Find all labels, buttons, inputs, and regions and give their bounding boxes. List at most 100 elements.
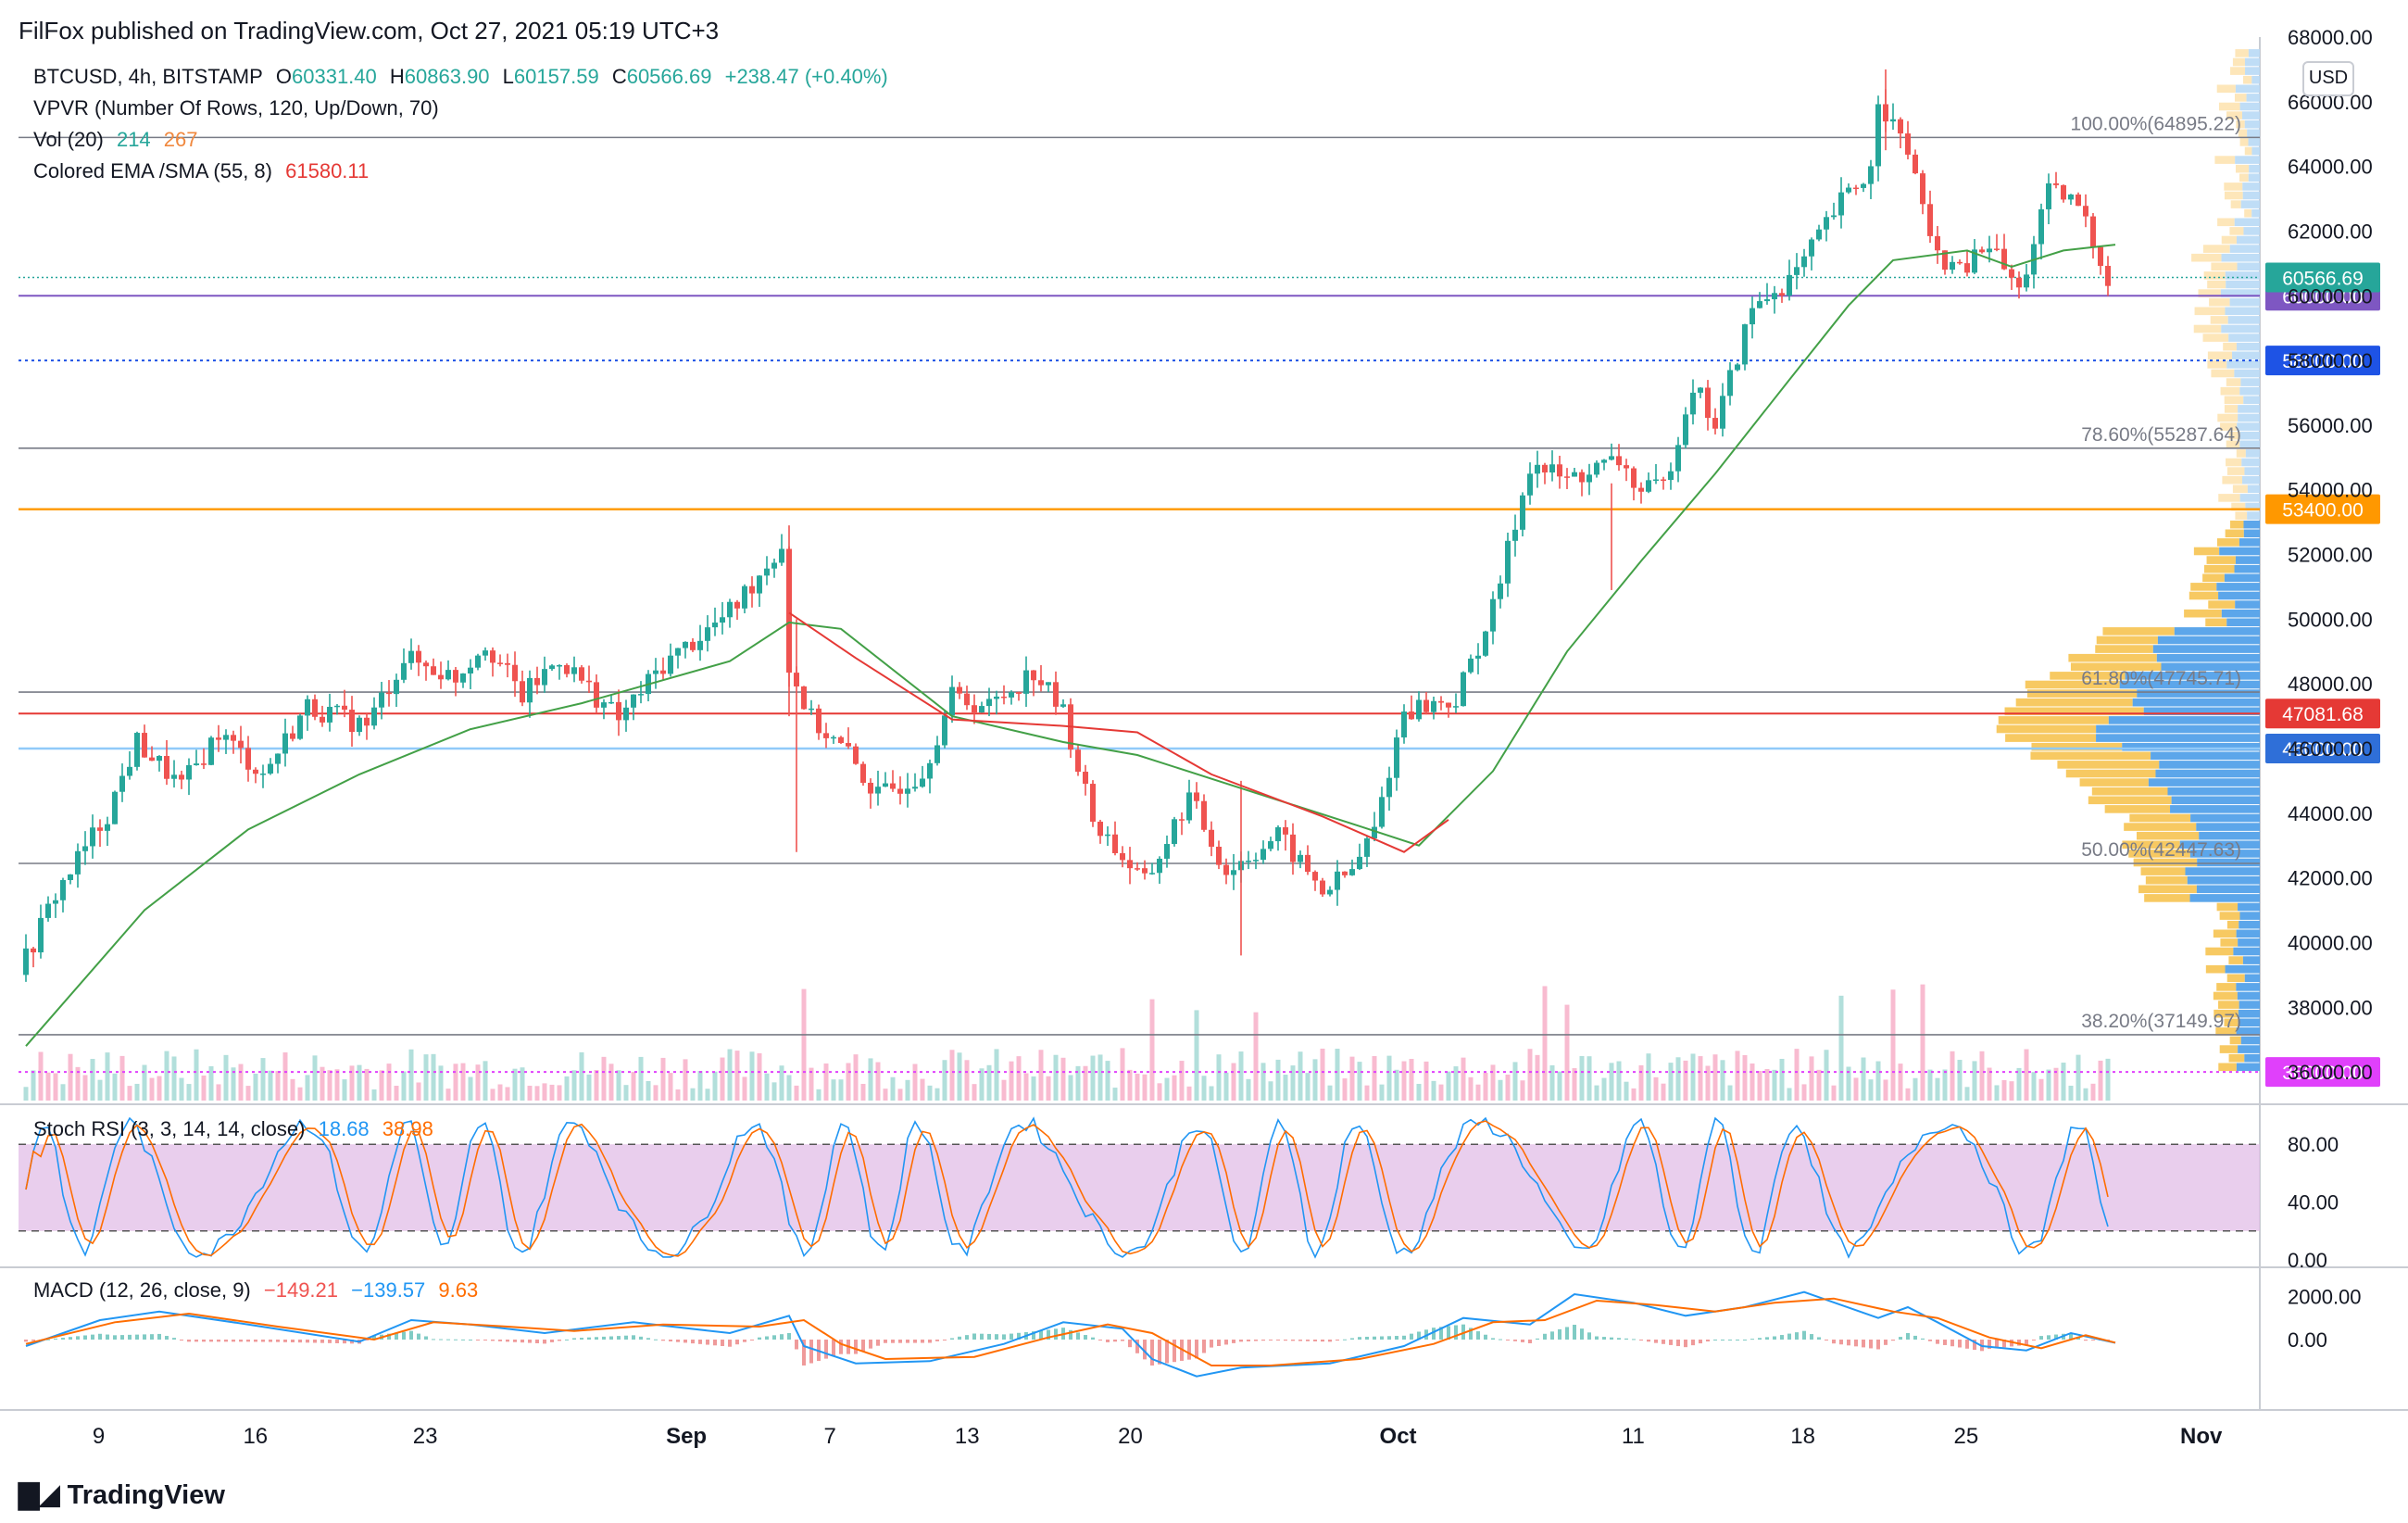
currency-button[interactable]: USD (2302, 61, 2354, 96)
volume-bar (1624, 1081, 1629, 1101)
macd-histogram-bar (150, 1334, 154, 1340)
ema-legend[interactable]: Colored EMA /SMA (55, 8) 61580.11 (33, 159, 376, 183)
volume-bar (1216, 1054, 1222, 1101)
candle-body (171, 774, 177, 779)
vpvr-up-bar (2239, 1001, 2260, 1009)
vpvr-down-bar (2189, 591, 2219, 600)
macd-histogram-bar (232, 1340, 235, 1342)
volume-legend[interactable]: Vol (20) 214 267 (33, 128, 206, 152)
candle-body (1046, 682, 1051, 686)
macd-histogram-bar (780, 1334, 784, 1340)
candle-body (1386, 777, 1392, 798)
vpvr-down-bar (2213, 991, 2238, 1001)
candle-body (312, 699, 318, 717)
vpvr-up-bar (2152, 645, 2260, 653)
time-tick-label: 13 (955, 1424, 980, 1449)
ema-label: Colored EMA /SMA (55, 8) (33, 159, 272, 183)
vpvr-up-bar (2190, 813, 2260, 823)
candle-body (1260, 849, 1266, 861)
price-tick-label: 68000.00 (2288, 26, 2373, 49)
vpvr-up-bar (2238, 413, 2260, 422)
volume-bar (157, 1076, 162, 1101)
vpvr-legend[interactable]: VPVR (Number Of Rows, 120, Up/Down, 70) (33, 96, 446, 120)
candle-body (1868, 166, 1874, 184)
candle-body (1794, 267, 1800, 275)
candle-body (31, 948, 36, 953)
vpvr-down-bar (2194, 307, 2226, 316)
candle-body (520, 681, 525, 703)
vpvr-down-bar (2236, 449, 2246, 458)
volume-bar (742, 1076, 747, 1101)
vpvr-up-bar (2236, 235, 2260, 245)
published-header: FilFox published on TradingView.com, Oct… (19, 17, 720, 44)
candle-body (357, 717, 362, 733)
vpvr-down-bar (2211, 369, 2235, 378)
volume-bar (1342, 1078, 1348, 1101)
vpvr-down-bar (2207, 351, 2233, 360)
volume-bar (1312, 1059, 1318, 1101)
macd-histogram-bar (1995, 1340, 1999, 1349)
macd-legend[interactable]: MACD (12, 26, close, 9) −149.21 −139.57 … (33, 1278, 485, 1303)
volume-bar (1416, 1083, 1422, 1101)
macd-histogram-bar (1595, 1336, 1599, 1340)
volume-bar (1386, 1055, 1392, 1101)
vpvr-up-bar (2096, 734, 2260, 742)
volume-bar (1631, 1088, 1637, 1101)
macd-histogram-bar (61, 1338, 65, 1340)
symbol-legend[interactable]: BTCUSD, 4h, BITSTAMP O60331.40 H60863.90… (33, 65, 896, 89)
vpvr-down-bar (2230, 67, 2246, 75)
stoch-tick-label: 80.00 (2288, 1133, 2339, 1156)
candle-body (1372, 826, 1377, 838)
macd-histogram-bar (624, 1335, 628, 1340)
volume-bar (1179, 1061, 1185, 1101)
volume-bar (1557, 1071, 1562, 1101)
volume-bar (1735, 1051, 1740, 1101)
candle-body (868, 782, 873, 794)
ohlc-close: C60566.69 (611, 65, 712, 88)
volume-bar (1194, 1010, 1199, 1101)
vpvr-up-bar (2240, 378, 2260, 386)
vpvr-up-bar (2156, 653, 2260, 662)
volume-bar (1883, 1079, 1888, 1101)
volume-bar (68, 1053, 73, 1101)
volume-bar (1446, 1071, 1451, 1101)
candle-body (364, 717, 370, 726)
vpvr-down-bar (2216, 538, 2239, 547)
macd-histogram-bar (387, 1333, 391, 1340)
volume-bar (1483, 1073, 1488, 1101)
candle-body (920, 778, 925, 787)
vpvr-up-bar (2238, 938, 2260, 947)
stoch-legend[interactable]: Stoch RSI (3, 3, 14, 14, close) 18.68 38… (33, 1117, 441, 1141)
candle-body (1831, 215, 1837, 218)
tradingview-logo[interactable]: ▇◢ TradingView (19, 1479, 225, 1511)
macd-histogram-bar (1143, 1340, 1147, 1360)
macd-histogram-bar (343, 1340, 346, 1344)
price-tag-bg (2265, 734, 2380, 763)
macd-histogram-bar (1536, 1338, 1539, 1340)
macd-histogram-bar (1647, 1340, 1650, 1342)
candle-body (1957, 261, 1963, 264)
volume-bar (1653, 1076, 1659, 1101)
volume-bar (1942, 1069, 1948, 1101)
vpvr-down-bar (2145, 875, 2188, 885)
candle-body (2009, 269, 2014, 278)
candle-body (45, 903, 51, 918)
price-tick-label: 60000.00 (2288, 284, 2373, 308)
macd-histogram-bar (839, 1340, 843, 1354)
macd-histogram-bar (1454, 1325, 1458, 1340)
volume-bar (1068, 1075, 1073, 1101)
candle-body (809, 708, 814, 711)
macd-histogram-bar (1039, 1330, 1043, 1340)
volume-bar (1757, 1070, 1762, 1101)
vpvr-up-bar (2240, 200, 2260, 208)
vpvr-down-bar (2202, 334, 2229, 342)
candle-body (1624, 465, 1629, 469)
macd-histogram-bar (1306, 1340, 1310, 1341)
vpvr-up-bar (2125, 672, 2260, 680)
vpvr-down-bar (2239, 138, 2249, 146)
vpvr-up-bar (2248, 49, 2260, 57)
vpvr-down-bar (2228, 431, 2240, 440)
vpvr-up-bar (2247, 485, 2260, 494)
volume-bar (1290, 1065, 1296, 1101)
